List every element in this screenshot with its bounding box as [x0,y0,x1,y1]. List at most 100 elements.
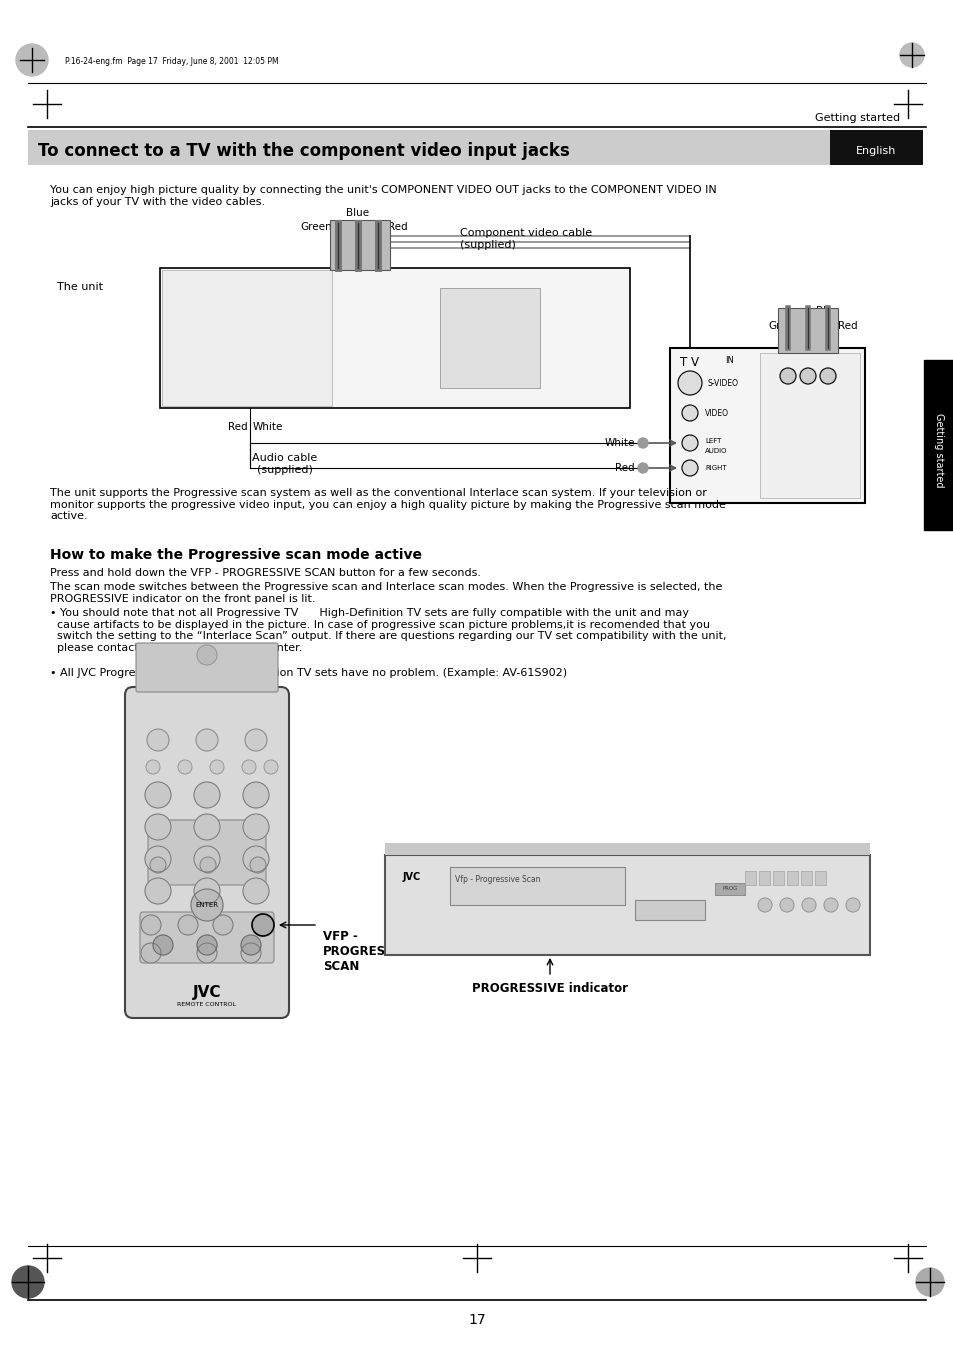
Text: White: White [253,422,283,432]
Text: PROG: PROG [721,886,737,892]
Bar [744,871,755,885]
Circle shape [243,878,269,904]
Text: Red: Red [615,463,635,473]
Circle shape [12,1266,44,1298]
Circle shape [195,730,218,751]
Circle shape [242,761,255,774]
FancyBboxPatch shape [140,912,274,963]
Bar [28,130,923,165]
Circle shape [264,761,277,774]
Text: JVC: JVC [193,985,221,1001]
Circle shape [681,405,698,422]
Circle shape [820,367,835,384]
Circle shape [196,644,216,665]
Text: Red: Red [388,222,407,232]
Circle shape [915,1269,943,1296]
Circle shape [178,761,192,774]
Text: T V: T V [679,355,699,369]
Circle shape [147,730,169,751]
Text: The unit supports the Progressive scan system as well as the conventional Interl: The unit supports the Progressive scan s… [50,488,725,521]
Circle shape [16,45,48,76]
Circle shape [193,846,220,871]
Text: Press and hold down the VFP - PROGRESSIVE SCAN button for a few seconds.: Press and hold down the VFP - PROGRESSIV… [50,567,480,578]
Text: IN: IN [804,357,814,365]
Circle shape [780,367,795,384]
Text: To connect to a TV with the component video input jacks: To connect to a TV with the component vi… [38,142,569,159]
Circle shape [638,463,647,473]
Circle shape [638,438,647,449]
Bar [330,220,390,270]
Text: LEFT: LEFT [704,438,720,444]
Text: JVC: JVC [402,871,421,882]
Circle shape [899,43,923,68]
Text: REMOTE CONTROL: REMOTE CONTROL [177,1001,236,1006]
Bar [814,871,825,885]
Circle shape [145,782,171,808]
Text: Getting started: Getting started [933,413,943,488]
Circle shape [250,857,266,873]
Circle shape [196,943,216,963]
Text: Blue: Blue [346,208,369,218]
FancyBboxPatch shape [148,820,266,885]
Circle shape [191,889,223,921]
Text: RIGHT: RIGHT [704,465,726,471]
Circle shape [243,846,269,871]
Bar [385,855,869,955]
Text: Blue: Blue [816,305,839,316]
Text: Green: Green [767,322,800,331]
Text: How to make the Progressive scan mode active: How to make the Progressive scan mode ac… [50,549,421,562]
Bar [160,267,629,408]
Circle shape [823,898,837,912]
Circle shape [243,815,269,840]
Circle shape [780,898,793,912]
Text: White: White [604,438,635,449]
Bar [772,871,783,885]
Circle shape [678,372,701,394]
Circle shape [141,943,161,963]
Circle shape [145,846,171,871]
Bar [829,130,923,165]
Bar [760,353,859,499]
Circle shape [681,435,698,451]
Circle shape [800,367,815,384]
Text: You can enjoy high picture quality by connecting the unit's COMPONENT VIDEO OUT : You can enjoy high picture quality by co… [50,185,716,207]
Circle shape [193,815,220,840]
Circle shape [145,878,171,904]
Text: IN: IN [725,357,734,365]
Text: Audio cable
(supplied): Audio cable (supplied) [253,453,317,474]
Bar [669,349,864,503]
Circle shape [243,782,269,808]
Text: S-VIDEO: S-VIDEO [707,378,739,388]
Text: VFP -
PROGRESSIVE
SCAN: VFP - PROGRESSIVE SCAN [323,929,416,973]
Text: The scan mode switches between the Progressive scan and Interlace scan modes. Wh: The scan mode switches between the Progr… [50,582,721,604]
Circle shape [758,898,771,912]
Bar [801,871,811,885]
Circle shape [146,761,160,774]
Circle shape [141,915,161,935]
Circle shape [178,915,198,935]
Text: 17: 17 [468,1313,485,1327]
Circle shape [241,943,261,963]
Text: The unit: The unit [57,282,103,292]
Circle shape [196,935,216,955]
Bar [714,884,744,894]
Circle shape [801,898,815,912]
Circle shape [152,935,172,955]
Bar [778,308,837,353]
Text: VIDEO: VIDEO [704,408,728,417]
Bar [450,867,624,905]
FancyBboxPatch shape [136,643,277,692]
Text: AUDIO: AUDIO [704,449,727,454]
Bar [923,359,953,530]
Text: Component video cable
(supplied): Component video cable (supplied) [459,228,592,250]
Circle shape [241,935,261,955]
Text: Getting started: Getting started [814,113,899,123]
Circle shape [681,459,698,476]
Circle shape [253,915,273,935]
Circle shape [213,915,233,935]
Circle shape [252,915,274,936]
Bar [635,900,704,920]
Text: Green: Green [300,222,332,232]
Circle shape [193,878,220,904]
Circle shape [845,898,859,912]
